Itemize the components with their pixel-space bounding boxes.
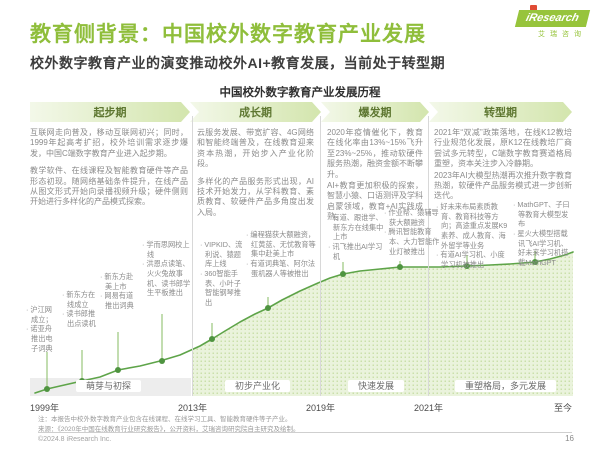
phase-label-2: 初步产业化 (225, 380, 291, 392)
milestone-item: 腾讯智能教育本、大力智能作业灯被推出 (384, 227, 442, 256)
milestone-item: 有道、跟谁学、新东方在线集中上市 (328, 213, 388, 242)
stage-column-2: 云服务发展、带宽扩容、4G网络和智能终端普及，在线教育迎来资本热潮，开始步入产业… (197, 128, 314, 225)
curve-area-fill (192, 252, 573, 396)
milestone-note: 学而思网校上线洪恩点读笔、火火兔故事机、读书郎学生平板推出 (142, 240, 192, 298)
separator-line (192, 116, 193, 396)
milestone-item: 新东方在线成立 (62, 290, 96, 309)
separator-line (320, 116, 321, 396)
logo-brand-cn: 艾瑞咨询 (538, 31, 586, 38)
footnote-line: 注：本报告中校外数字教育产业包含在线课程、在线学习工具、智能教育硬件等子产业。 (38, 416, 292, 423)
footnote-line: 来源：《2020年中国在线教育行业研究报告》，公开资料，艾瑞咨询研究院自主研究及… (38, 426, 300, 434)
milestone-note: VIPKID、流利说、猿题库上线360智能手表、小叶子智能钢琴推出 (200, 240, 244, 307)
year-tick-2019: 2019年 (306, 403, 336, 413)
page-subtitle: 校外数字教育产业的演变推动校外AI+教育发展，当前处于转型期 (30, 55, 446, 71)
iresearch-logo: iResearch 艾瑞咨询 (492, 5, 591, 40)
stage-3-paragraph: 2020年疫情催化下，教育在线化率由13%~15%飞升至23%~25%，推动软硬… (327, 128, 423, 179)
year-tick-now: 至今 (554, 403, 573, 413)
phase-label-1: 萌芽与初探 (76, 380, 142, 392)
stage-1-paragraph: 教学软件、在线课程及智能教育硬件等产品形态初现。随网络基础条件提升，在线产品从图… (30, 166, 188, 207)
stage-header-qibuqi: 起步期 (30, 102, 190, 122)
copyright-text: ©2024.8 iResearch Inc. (38, 436, 112, 443)
milestone-note: MathGPT、子曰等教育大模型发布星火大模型搭载讯飞AI学习机、好未来学习机搭… (513, 200, 573, 267)
milestone-note: 新东方在线成立读书郎推出点读机 (62, 290, 96, 329)
year-tick-2021: 2021年 (414, 403, 444, 413)
milestone-item: 星火大模型搭载讯飞AI学习机、好未来学习机搭载MathGPT (513, 229, 573, 268)
milestone-item: 好未来布局素质教育、教育科技等方向；高途重点发展K9素养、成人教育、海外留学等业… (436, 202, 510, 250)
stage-header-chengzhangqi: 成长期 (190, 102, 321, 122)
phase-label-4: 重塑格局，多元发展 (455, 380, 557, 392)
stage-1-paragraph: 互联网走向普及，移动互联网初兴；同时，1999年起高考扩招，校外培训需求逐步爆发… (30, 128, 188, 158)
milestone-note: 新东方赴美上市网易有道推出词典 (100, 272, 134, 311)
milestone-item: 读书郎推出点读机 (62, 309, 96, 328)
footnotes: 注：本报告中校外数字教育产业包含在线课程、在线学习工具、智能教育硬件等子产业。 … (38, 415, 299, 435)
year-tick-1999: 1999年 (30, 403, 60, 413)
year-tick-2013: 2013年 (178, 403, 208, 413)
milestone-note: 有道、跟谁学、新东方在线集中上市讯飞推出AI学习机 (328, 213, 388, 261)
page-title: 教育侧背景：中国校外数字教育产业发展 (30, 23, 426, 46)
milestone-item: 有道词典笔、阿尔法蛋机器人等被推出 (246, 259, 318, 278)
milestone-item: 新东方赴美上市 (100, 272, 134, 291)
stage-4-paragraph: 2021年“双减”政策落地，在线K12教培行业规范化发展，原K12在线教培厂商尝… (434, 128, 572, 169)
milestone-item: 洪恩点读笔、火火兔故事机、读书郎学生平板推出 (142, 259, 192, 298)
milestone-note: 作业帮、猿辅导获大额融资腾讯智能教育本、大力智能作业灯被推出 (384, 208, 442, 256)
milestone-note: 好未来布局素质教育、教育科技等方向；高途重点发展K9素养、成人教育、海外留学等业… (436, 202, 510, 269)
stage-2-paragraph: 多样化的产品服务形式出现，AI技术开始发力，从学科教育、素质教育、软硬件产品多角… (197, 176, 314, 217)
footer-rule (38, 432, 572, 433)
stage-column-4: 2021年“双减”政策落地，在线K12教培行业规范化发展，原K12在线教培厂商尝… (434, 128, 572, 203)
stage-2-paragraph: 云服务发展、带宽扩容、4G网络和智能终端普及，在线教育迎来资本热潮，开始步入产业… (197, 128, 314, 169)
milestone-note: 编程猫获大额融资，红黄蓝、无忧教育等集中赴美上市有道词典笔、阿尔法蛋机器人等被推… (246, 230, 318, 278)
page-number: 16 (565, 434, 574, 443)
stage-column-1: 互联网走向普及，移动互联网初兴；同时，1999年起高考扩招，校外培训需求逐步爆发… (30, 128, 188, 215)
milestone-item: 讯飞推出AI学习机 (328, 242, 388, 261)
milestone-item: 有道AI学习机、小度学习机被推出 (436, 250, 510, 269)
stage-header-baofaqi: 爆发期 (321, 102, 429, 122)
stage-4-paragraph: 2023年AI大模型热潮再次推升数字教育热潮，软硬件产品服务模式进一步创新迭代。 (434, 170, 572, 201)
milestone-item: VIPKID、流利说、猿题库上线 (200, 240, 244, 269)
milestone-item: 360智能手表、小叶子智能钢琴推出 (200, 269, 244, 308)
milestone-item: 诺亚舟推出电子词典 (26, 324, 56, 353)
milestone-item: 学而思网校上线 (142, 240, 192, 259)
milestone-note: 沪江网成立；诺亚舟推出电子词典 (26, 305, 56, 353)
milestone-item: 作业帮、猿辅导获大额融资 (384, 208, 442, 227)
milestone-item: 网易有道推出词典 (100, 291, 134, 310)
milestone-item: 沪江网成立； (26, 305, 56, 324)
phase-label-3: 快速发展 (348, 380, 405, 392)
chart-title: 中国校外数字教育产业发展历程 (219, 87, 381, 99)
logo-red-mark-icon (530, 5, 537, 11)
milestone-item: MathGPT、子曰等教育大模型发布 (513, 200, 573, 229)
milestone-item: 编程猫获大额融资，红黄蓝、无忧教育等集中赴美上市 (246, 230, 318, 259)
stage-header-zhuanxingqi: 转型期 (429, 102, 572, 122)
